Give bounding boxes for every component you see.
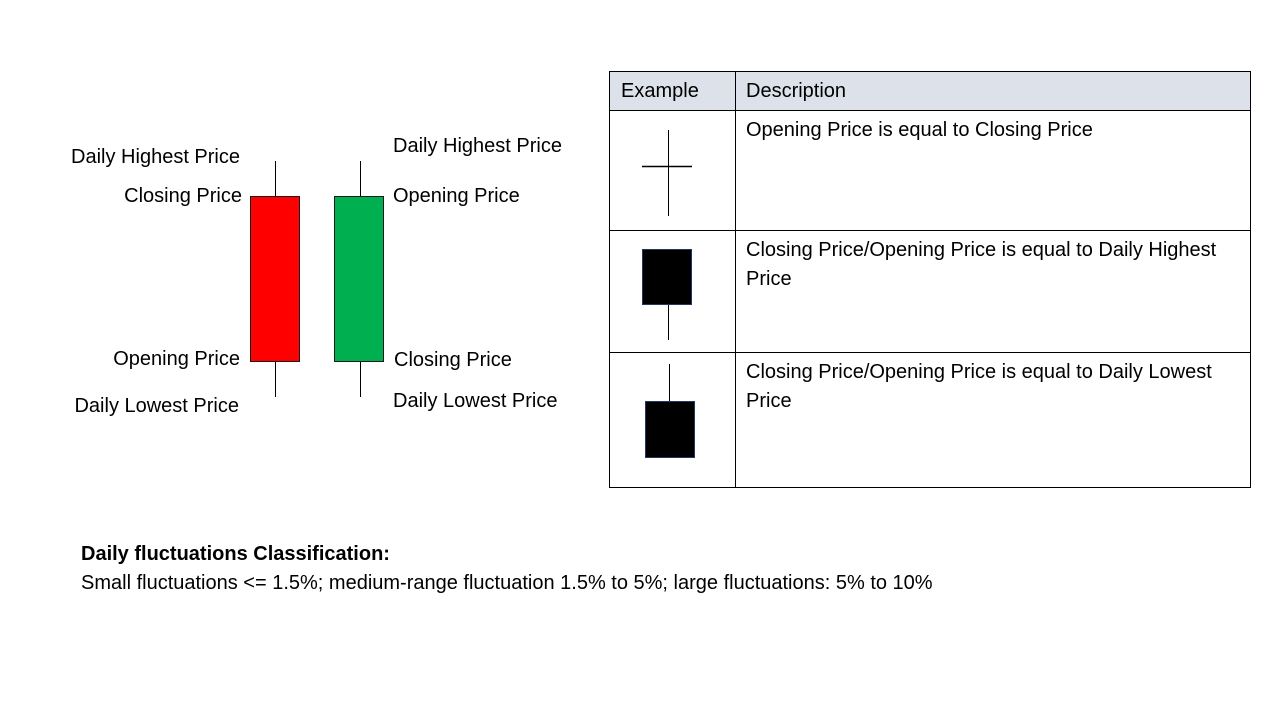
green-candle-top-label: Opening Price [393,185,520,207]
green-candle-low-label: Daily Lowest Price [393,390,558,412]
fluctuation-classification-text: Small fluctuations <= 1.5%; medium-range… [81,572,933,594]
candle-no-lower-wick-icon [645,364,695,458]
row-divider [610,352,1250,353]
row-description: Closing Price/Opening Price is equal to … [746,239,1217,290]
row-description: Closing Price/Opening Price is equal to … [746,361,1212,412]
green-candle-body [334,196,384,362]
green-candle-bottom-label: Closing Price [394,349,512,371]
candlestick-examples-table: Example Description Opening Price is equ… [609,71,1251,488]
table-header-row: Example Description [610,72,1250,111]
red-candle-top-label: Closing Price [124,185,242,207]
row-divider [610,230,1250,231]
red-candle-bottom-label: Opening Price [113,348,240,370]
red-candle-low-label: Daily Lowest Price [74,395,239,417]
candle-no-upper-wick-icon [642,249,692,340]
fluctuation-classification-title: Daily fluctuations Classification: [81,543,390,565]
column-divider [735,72,736,487]
header-description: Description [746,80,847,102]
red-candle-high-label: Daily Highest Price [71,146,240,168]
green-candle-high-label: Daily Highest Price [393,135,562,157]
red-candle-body [250,196,300,362]
row-description: Opening Price is equal to Closing Price [746,119,1093,141]
doji-cross-icon [642,130,692,216]
header-example: Example [621,80,699,102]
